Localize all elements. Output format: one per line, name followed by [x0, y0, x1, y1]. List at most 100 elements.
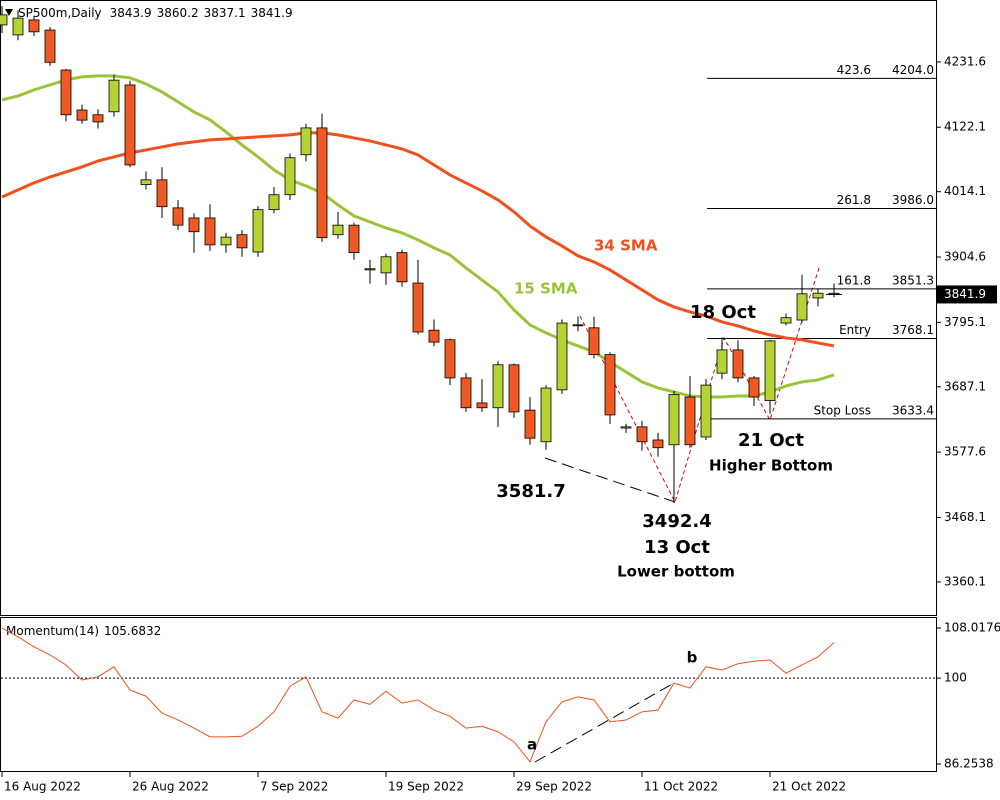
candle-body [604, 354, 616, 416]
candle-body [556, 322, 568, 391]
y-tick-label: 3687.1 [944, 379, 986, 393]
level-name: Entry [839, 323, 871, 337]
candle-body [796, 293, 808, 321]
candle-body [812, 292, 824, 299]
header-close: 3841.9 [251, 6, 293, 20]
annotation: a [527, 736, 537, 754]
price-tag [937, 285, 997, 304]
level-value: 3633.4 [892, 403, 934, 417]
y-tick-label: 3468.1 [944, 510, 986, 524]
level-value: 3851.3 [892, 273, 934, 287]
candle-body [140, 179, 152, 185]
annotation: 13 Oct [644, 537, 710, 558]
sma-line [1, 131, 835, 348]
y-tick-label: 4014.1 [944, 184, 986, 198]
sma-label: 15 SMA [514, 280, 578, 298]
y-tick-label: 100 [944, 671, 967, 685]
chart-header: SP500m,Daily 3843.9 3860.2 3837.1 3841.9 [18, 6, 293, 20]
header-low: 3837.1 [204, 6, 246, 20]
candle-body [76, 109, 88, 121]
level-value: 3986.0 [892, 193, 934, 207]
candle-body [508, 364, 520, 413]
low-label: 3581.7 [496, 481, 565, 502]
header-open: 3843.9 [110, 6, 152, 20]
candle-body [300, 127, 312, 156]
candle-body [284, 157, 296, 196]
y-tick-label: 3795.1 [944, 315, 986, 329]
main-frame [0, 0, 937, 616]
candle-body [492, 364, 504, 409]
candle-body [252, 209, 264, 253]
annotation: 18 Oct [690, 302, 756, 323]
candle-body [44, 29, 56, 63]
candle-body [364, 268, 376, 271]
candle-body [236, 234, 248, 249]
candle-body [668, 394, 680, 446]
candle-body [428, 329, 440, 343]
x-tick-label: 19 Sep 2022 [388, 780, 464, 794]
candle-body [716, 349, 728, 374]
candle-body [124, 84, 136, 166]
sub-frame [0, 617, 937, 772]
candle-body [348, 224, 360, 254]
level-value: 4204.0 [892, 63, 934, 77]
candle-body [524, 409, 536, 439]
x-tick-label: 29 Sep 2022 [516, 780, 592, 794]
candle-body [540, 387, 552, 443]
x-tick-label: 26 Aug 2022 [132, 780, 209, 794]
candle-body [316, 127, 328, 239]
level-name: 161.8 [837, 273, 871, 287]
y-tick-label: 3904.6 [944, 250, 986, 264]
price-tag-label: 3841.9 [944, 287, 986, 301]
header-high: 3860.2 [157, 6, 199, 20]
level-name: 261.8 [837, 193, 871, 207]
candle-body [396, 252, 408, 283]
y-tick-label: 3360.1 [944, 574, 986, 588]
candle-body [588, 327, 600, 356]
sma-line [1, 74, 835, 399]
level-value: 3768.1 [892, 323, 934, 337]
candle-body [412, 282, 424, 333]
candle-body [172, 207, 184, 226]
candle-body [12, 17, 24, 36]
level-name: 423.6 [837, 63, 871, 77]
annotation: Higher Bottom [709, 457, 833, 475]
momentum-line [1, 627, 835, 763]
annotation: b [687, 649, 698, 667]
candle-body [572, 324, 584, 327]
candle-body [700, 384, 712, 438]
candle-body [220, 236, 232, 246]
level-name: Stop Loss [814, 403, 871, 417]
annotation: 21 Oct [738, 430, 804, 451]
candle-body [380, 256, 392, 274]
candle-body [108, 79, 120, 113]
x-tick-label: 21 Oct 2022 [772, 780, 846, 794]
candle-body [620, 426, 632, 429]
candle-body [732, 349, 744, 379]
candle-body [684, 396, 696, 446]
x-tick-label: 11 Oct 2022 [644, 780, 718, 794]
menu-triangle [5, 9, 13, 16]
symbol: SP500m,Daily [18, 6, 102, 20]
trend-line [544, 457, 676, 503]
x-tick-label: 16 Aug 2022 [4, 780, 81, 794]
y-tick-label: 3577.6 [944, 445, 986, 459]
candle-body [476, 402, 488, 409]
candle-body [460, 377, 472, 409]
y-tick-label: 4231.6 [944, 54, 986, 68]
sma-label: 34 SMA [594, 237, 658, 255]
momentum-last: 105.6832 [104, 624, 161, 638]
x-tick-label: 7 Sep 2022 [260, 780, 328, 794]
candle-body [780, 317, 792, 324]
candle-body [332, 224, 344, 236]
candle-body [444, 339, 456, 379]
momentum-trend-line [534, 682, 675, 763]
candle-body [204, 217, 216, 246]
candle-body [764, 340, 776, 401]
candle-body [652, 439, 664, 449]
low-label: 3492.4 [642, 511, 711, 532]
y-tick-label: 86.2538 [944, 757, 994, 771]
candle-body [0, 14, 8, 26]
candle-body [92, 114, 104, 123]
